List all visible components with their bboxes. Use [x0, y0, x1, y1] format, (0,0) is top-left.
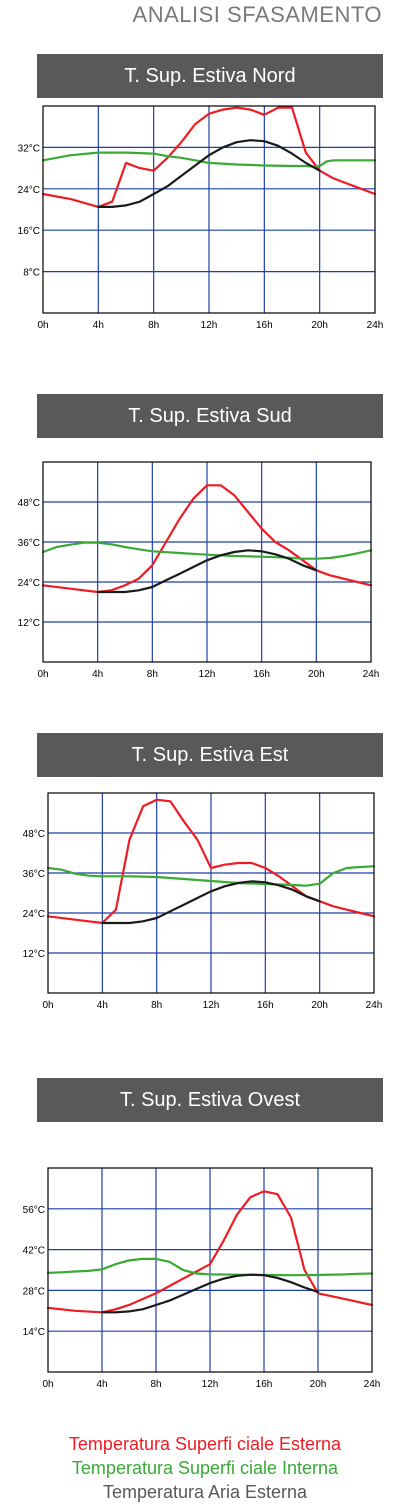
x-tick-label: 4h: [97, 1000, 108, 1011]
y-tick-label: 24°C: [18, 185, 40, 196]
y-tick-label: 32°C: [18, 143, 40, 154]
chart-ovest: 0h 4h 8h 12h 16h 20h 24h 14°C 28°C 42°C 56°C: [23, 1167, 381, 1390]
x-tick-label: 0h: [42, 1000, 53, 1011]
y-tick-label: 48°C: [23, 829, 45, 840]
y-tick-label: 28°C: [23, 1286, 45, 1297]
y-tick-label: 48°C: [18, 498, 40, 509]
chart-header-sud: T. Sup. Estiva Sud: [37, 394, 383, 438]
series-line-surface-external: [41, 484, 373, 594]
chart-est: 0h 4h 8h 12h 16h 20h 24h 12°C 24°C 36°C 48°C: [23, 792, 383, 1011]
plot-frame: [42, 105, 376, 314]
x-tick-label: 24h: [363, 669, 380, 680]
y-tick-label: 12°C: [23, 949, 45, 960]
y-tick-label: 14°C: [23, 1327, 45, 1338]
series-line-surface-internal: [41, 151, 377, 168]
legend-item-air-external: Temperatura Aria Esterna: [102, 1482, 308, 1502]
series-line-surface-internal: [41, 541, 373, 560]
x-tick-label: 12h: [202, 1379, 219, 1390]
y-tick-label: 16°C: [18, 226, 40, 237]
x-tick-label: 8h: [151, 1000, 162, 1011]
x-tick-label: 4h: [92, 669, 103, 680]
series-line-surface-internal: [46, 865, 376, 887]
y-tick-label: 12°C: [18, 618, 40, 629]
chart-header-ovest: T. Sup. Estiva Ovest: [37, 1078, 383, 1122]
x-tick-label: 24h: [364, 1379, 381, 1390]
plot-frame: [42, 461, 372, 663]
x-tick-label: 12h: [201, 320, 218, 331]
legend-item-surface-internal: Temperatura Superfi ciale Interna: [71, 1458, 339, 1478]
y-tick-label: 24°C: [23, 909, 45, 920]
series-line-air-external: [97, 139, 321, 208]
y-tick-label: 8°C: [23, 268, 40, 279]
chart-header-est: T. Sup. Estiva Est: [37, 733, 383, 777]
y-tick-label: 36°C: [18, 538, 40, 549]
x-tick-label: 24h: [367, 320, 384, 331]
y-tick-label: 36°C: [23, 869, 45, 880]
x-tick-label: 0h: [37, 320, 48, 331]
x-tick-label: 8h: [148, 320, 159, 331]
x-tick-label: 0h: [37, 669, 48, 680]
y-tick-label: 42°C: [23, 1246, 45, 1257]
x-tick-label: 12h: [199, 669, 216, 680]
chart-sud: 0h 4h 8h 12h 16h 20h 24h 12°C 24°C 36°C 48°C: [18, 461, 380, 680]
x-tick-label: 0h: [42, 1379, 53, 1390]
chart-nord: 0h 4h 8h 12h 16h 20h 24h 8°C 16°C 24°C 32°C: [18, 105, 384, 331]
x-tick-label: 12h: [203, 1000, 220, 1011]
series-line-air-external: [96, 549, 318, 594]
series-line-surface-external: [46, 1190, 374, 1314]
y-tick-label: 24°C: [18, 578, 40, 589]
series-line-surface-external: [46, 798, 376, 925]
x-tick-label: 16h: [253, 669, 270, 680]
page-title: ANALISI SFASAMENTO: [132, 2, 382, 27]
chart-header-nord: T. Sup. Estiva Nord: [37, 54, 383, 98]
x-tick-label: 20h: [308, 669, 325, 680]
legend-item-surface-external: Temperatura Superfi ciale Esterna: [68, 1434, 342, 1454]
series-line-surface-internal: [46, 1257, 374, 1277]
x-tick-label: 16h: [257, 1000, 274, 1011]
plot-frame: [47, 1167, 373, 1373]
legend: Temperatura Superfi ciale Esterna Temper…: [0, 1432, 410, 1504]
x-tick-label: 4h: [96, 1379, 107, 1390]
x-tick-label: 16h: [256, 320, 273, 331]
x-tick-label: 8h: [150, 1379, 161, 1390]
x-tick-label: 16h: [256, 1379, 273, 1390]
series-line-air-external: [101, 880, 321, 925]
series-line-air-external: [100, 1273, 320, 1314]
series-line-surface-external: [41, 106, 377, 208]
y-tick-label: 56°C: [23, 1205, 45, 1216]
x-tick-label: 20h: [311, 320, 328, 331]
x-tick-label: 20h: [311, 1000, 328, 1011]
x-tick-label: 24h: [366, 1000, 383, 1011]
x-tick-label: 4h: [93, 320, 104, 331]
x-tick-label: 20h: [310, 1379, 327, 1390]
x-tick-label: 8h: [147, 669, 158, 680]
plot-frame: [47, 792, 375, 994]
